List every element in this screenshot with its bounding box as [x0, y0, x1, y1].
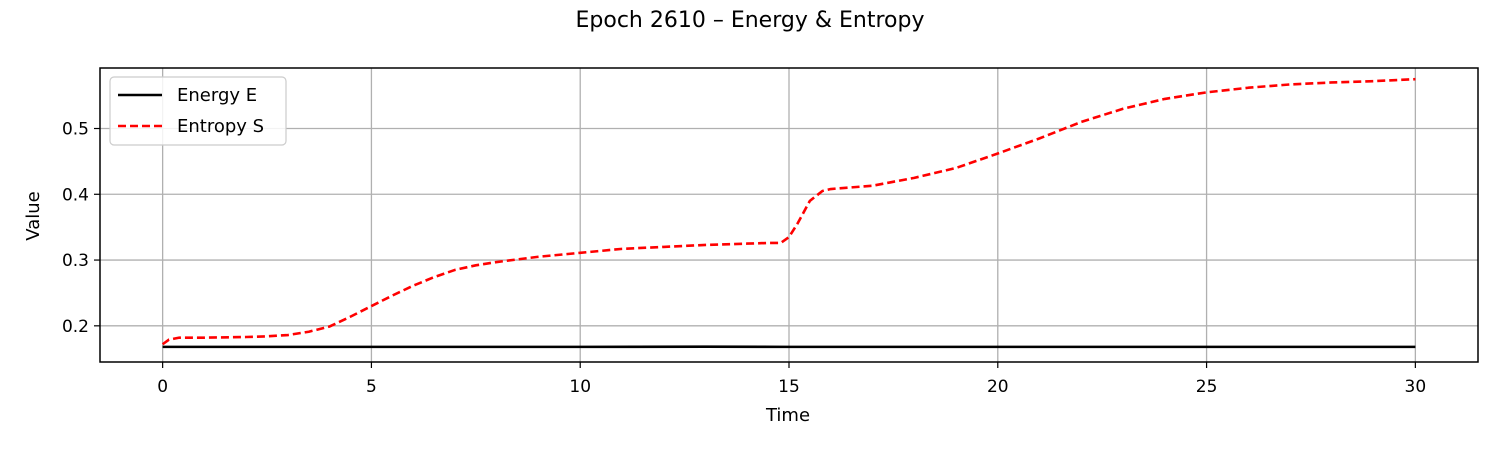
axis-ticks: 0 5 10 15 20 25 30 0.2 0.3 0.4 0.5	[62, 120, 1426, 397]
x-axis-label: Time	[765, 405, 810, 426]
series-line-entropy-s	[161, 77, 1416, 346]
x-tick-label: 25	[1196, 377, 1218, 397]
legend-label: Energy E	[177, 85, 257, 106]
y-tick-label: 0.2	[62, 317, 89, 337]
legend-label: Entropy S	[177, 116, 264, 137]
x-tick-label: 5	[366, 377, 377, 397]
x-tick-label: 0	[157, 377, 168, 397]
y-axis-label: Value	[23, 191, 44, 240]
series-lines	[161, 77, 1416, 349]
legend: Energy E Entropy S	[109, 76, 287, 146]
y-tick-label: 0.4	[62, 185, 89, 205]
y-tick-label: 0.3	[62, 251, 89, 271]
grid-lines	[100, 68, 1478, 362]
chart-title: Epoch 2610 – Energy & Entropy	[576, 8, 925, 33]
x-tick-label: 15	[778, 377, 800, 397]
x-tick-label: 20	[987, 377, 1009, 397]
x-tick-label: 10	[569, 377, 591, 397]
x-tick-label: 30	[1405, 377, 1427, 397]
y-tick-label: 0.5	[62, 120, 89, 140]
